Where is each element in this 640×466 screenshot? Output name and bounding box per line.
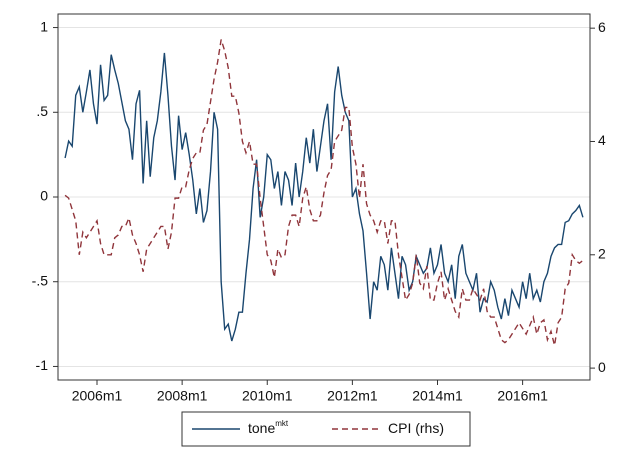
x-tick-label: 2010m1 (242, 388, 293, 404)
series-line (64, 39, 584, 346)
plot-frame (57, 13, 591, 381)
legend-name: CPI (rhs) (388, 420, 444, 436)
y2-tick-label: 6 (598, 19, 606, 35)
x-tick-label: 2012m1 (327, 388, 378, 404)
legend-label: CPI (rhs) (388, 420, 444, 436)
y2-tick-label: 4 (598, 132, 606, 148)
y2-tick-label: 0 (598, 359, 606, 375)
legend: tonemkt CPI (rhs) (181, 411, 471, 447)
y-tick-label: .5 (36, 103, 48, 119)
legend-superscript: mkt (275, 419, 289, 428)
x-tick-label: 2014m1 (412, 388, 463, 404)
y-tick-label: 1 (40, 18, 48, 34)
y-tick-label: -1 (36, 357, 49, 373)
x-tick-label: 2016m1 (497, 388, 548, 404)
series-line (64, 52, 584, 342)
legend-label: tonemkt (248, 419, 289, 436)
x-tick-label: 2008m1 (157, 388, 208, 404)
y2-tick-label: 2 (598, 245, 606, 261)
legend-name: tone (248, 420, 275, 436)
x-tick-label: 2006m1 (72, 388, 123, 404)
y-tick-label: 0 (40, 188, 48, 204)
y-tick-label: -.5 (32, 272, 49, 288)
